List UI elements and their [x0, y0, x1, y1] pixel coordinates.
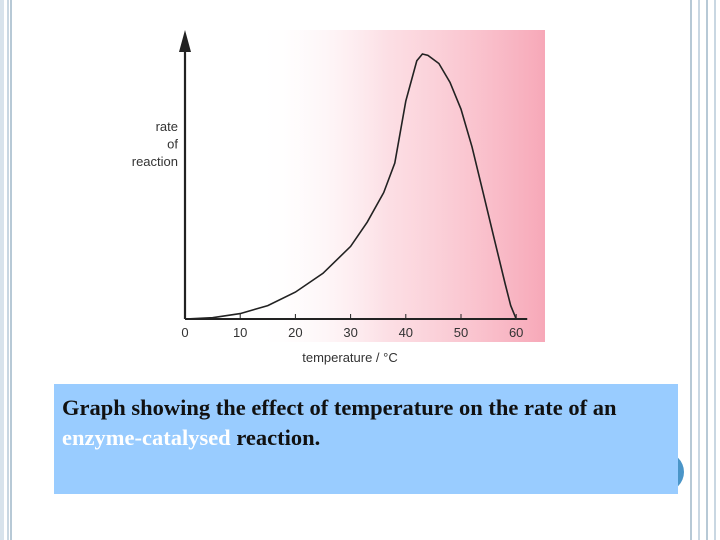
- x-tick-labels: 0 10 20 30 40 50 60: [181, 314, 523, 340]
- caption-text-start: Graph showing the effect of temperature …: [62, 395, 617, 420]
- right-slide-border: [690, 0, 720, 540]
- y-axis-label: rate of reaction: [132, 119, 179, 169]
- caption-highlight: enzyme-catalysed: [62, 425, 231, 450]
- left-slide-border: [0, 0, 12, 540]
- x-tick-label: 0: [181, 325, 188, 340]
- y-axis-label-line: of: [167, 137, 178, 152]
- x-tick-label: 60: [509, 325, 523, 340]
- x-tick-label: 50: [454, 325, 468, 340]
- chart-axes: [179, 30, 528, 320]
- chart-background-shading: [255, 30, 545, 342]
- rate-curve: [184, 53, 517, 320]
- y-axis-label-line: rate: [156, 119, 178, 134]
- x-tick-label: 10: [233, 325, 247, 340]
- y-axis-label-line: reaction: [132, 154, 178, 169]
- x-tick-label: 40: [399, 325, 413, 340]
- caption-box: Graph showing the effect of temperature …: [54, 384, 678, 494]
- caption-text-end: reaction.: [230, 425, 321, 450]
- y-axis-arrow: [179, 30, 191, 52]
- x-tick-label: 20: [288, 325, 302, 340]
- x-axis-label: temperature / °C: [302, 350, 398, 365]
- x-tick-label: 30: [343, 325, 357, 340]
